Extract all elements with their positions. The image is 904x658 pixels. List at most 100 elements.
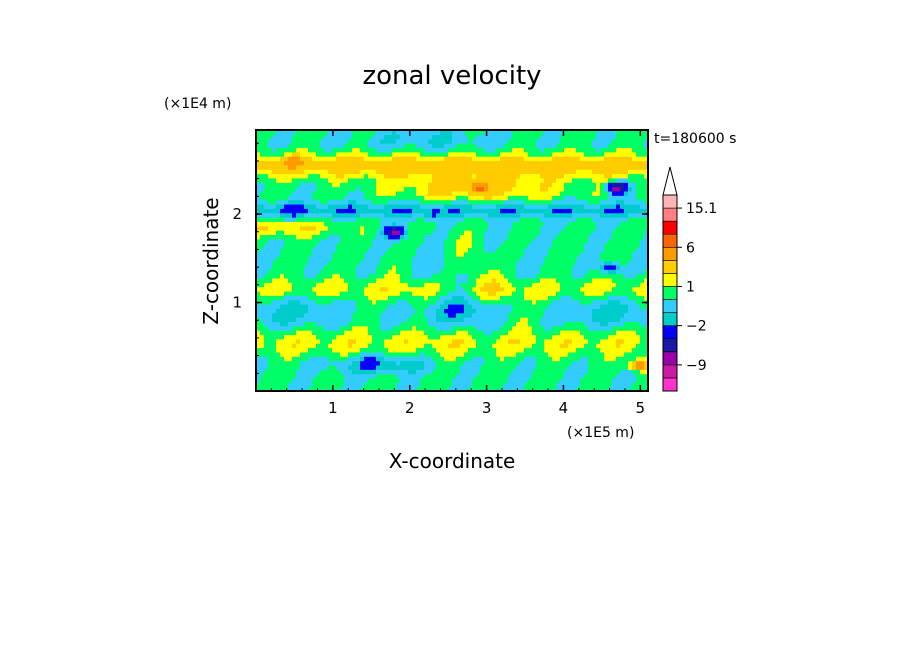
field-cell xyxy=(312,334,317,340)
field-cell xyxy=(412,203,417,209)
field-cell xyxy=(344,269,349,275)
field-cell xyxy=(424,243,429,249)
field-cell xyxy=(292,186,297,192)
field-cell xyxy=(476,234,481,240)
field-cell xyxy=(472,308,477,314)
field-cell xyxy=(584,260,589,266)
field-cell xyxy=(308,173,313,179)
field-cell xyxy=(336,130,341,135)
field-cell xyxy=(324,325,329,331)
field-cell xyxy=(408,173,413,179)
field-cell xyxy=(420,251,425,257)
field-cell xyxy=(304,277,309,283)
field-cell xyxy=(552,247,557,253)
field-cell xyxy=(296,221,301,227)
field-cell xyxy=(312,382,317,388)
field-cell xyxy=(548,208,553,214)
field-cell xyxy=(336,273,341,279)
field-cell xyxy=(320,356,325,362)
field-cell xyxy=(528,164,533,170)
field-cell xyxy=(436,317,441,322)
field-cell xyxy=(372,338,377,344)
field-cell xyxy=(352,264,357,270)
field-cell xyxy=(480,343,485,349)
field-cell xyxy=(580,260,585,266)
field-cell xyxy=(500,217,505,222)
field-cell xyxy=(528,212,533,218)
field-cell xyxy=(580,251,585,257)
field-cell xyxy=(556,264,561,270)
field-cell xyxy=(420,373,425,379)
field-cell xyxy=(348,212,353,218)
field-cell xyxy=(584,373,589,379)
field-cell xyxy=(260,290,265,296)
field-cell xyxy=(468,312,473,318)
field-cell xyxy=(360,264,365,270)
field-cell xyxy=(492,147,497,153)
field-cell xyxy=(392,217,397,222)
field-cell xyxy=(284,282,289,288)
field-cell xyxy=(456,382,461,388)
field-cell xyxy=(336,134,341,140)
field-cell xyxy=(300,290,305,296)
field-cell xyxy=(412,143,417,148)
field-cell xyxy=(560,147,565,153)
field-cell xyxy=(260,203,265,209)
field-cell xyxy=(340,299,345,305)
field-cell xyxy=(268,290,273,296)
field-cell xyxy=(492,238,497,244)
field-cell xyxy=(400,295,405,301)
field-cell xyxy=(568,186,573,192)
field-cell xyxy=(372,308,377,314)
field-cell xyxy=(276,247,281,253)
field-cell xyxy=(340,138,345,144)
field-cell xyxy=(540,147,545,153)
field-cell xyxy=(288,377,293,383)
field-cell xyxy=(492,273,497,279)
field-cell xyxy=(288,134,293,140)
field-cell xyxy=(580,277,585,283)
field-cell xyxy=(280,199,285,205)
field-cell xyxy=(400,325,405,331)
field-cell xyxy=(392,134,397,140)
field-cell xyxy=(452,143,457,148)
field-cell xyxy=(332,356,337,362)
field-cell xyxy=(404,290,409,296)
field-cell xyxy=(304,138,309,144)
field-cell xyxy=(324,256,329,262)
field-cell xyxy=(312,269,317,275)
field-cell xyxy=(528,203,533,209)
field-cell xyxy=(272,251,277,257)
field-cell xyxy=(508,382,513,388)
field-cell xyxy=(404,195,409,201)
field-cell xyxy=(420,199,425,205)
field-cell xyxy=(292,369,297,375)
field-cell xyxy=(392,247,397,253)
field-cell xyxy=(516,377,521,383)
field-cell xyxy=(292,230,297,235)
field-cell xyxy=(420,230,425,235)
field-cell xyxy=(272,295,277,301)
field-cell xyxy=(348,382,353,388)
field-cell xyxy=(376,156,381,162)
field-cell xyxy=(392,264,397,270)
field-cell xyxy=(352,164,357,170)
field-cell xyxy=(260,190,265,196)
field-cell xyxy=(464,243,469,249)
field-cell xyxy=(524,199,529,205)
field-cell xyxy=(584,273,589,279)
field-cell xyxy=(332,286,337,292)
field-cell xyxy=(352,208,357,214)
field-cell xyxy=(368,199,373,205)
field-cell xyxy=(576,156,581,162)
field-cell xyxy=(316,195,321,201)
field-cell xyxy=(408,299,413,305)
field-cell xyxy=(324,186,329,192)
field-cell xyxy=(448,195,453,201)
field-cell xyxy=(528,304,533,309)
field-cell xyxy=(484,360,489,366)
field-cell xyxy=(464,143,469,148)
field-cell xyxy=(440,230,445,235)
field-cell xyxy=(324,234,329,240)
field-cell xyxy=(376,360,381,366)
